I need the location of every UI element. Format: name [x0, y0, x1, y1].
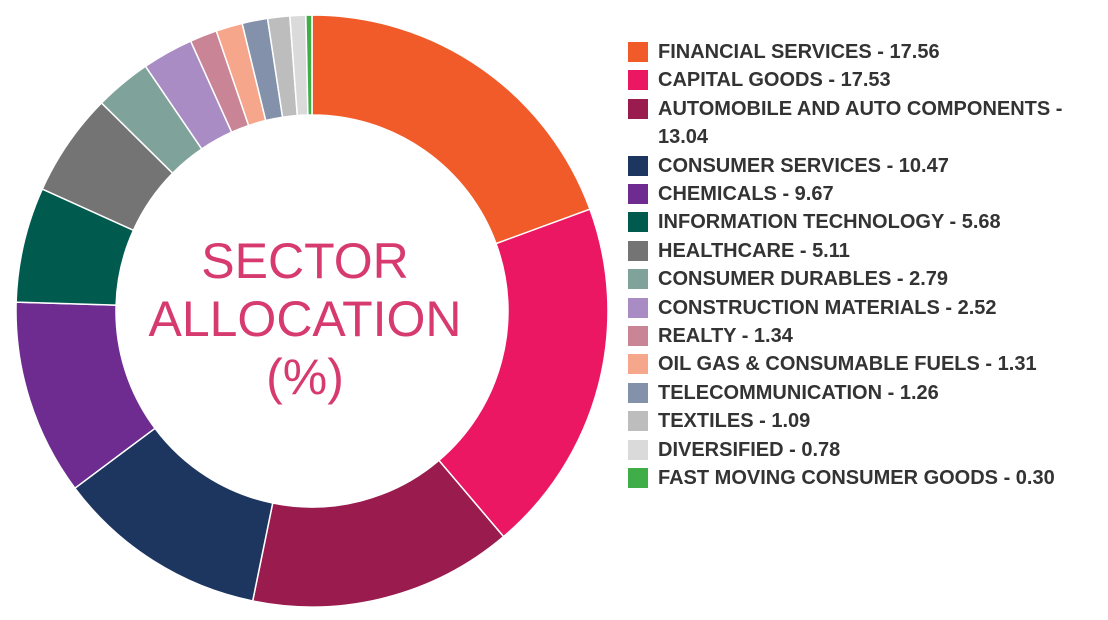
- slice-1: [311, 14, 591, 245]
- legend-swatch: [628, 70, 648, 91]
- legend-label: INFORMATION TECHNOLOGY - 5.68: [658, 211, 1001, 234]
- legend-item: TELECOMMUNICATION - 1.26: [628, 379, 1098, 407]
- legend-item: CONSTRUCTION MATERIALS - 2.52: [628, 294, 1098, 322]
- legend-swatch: [628, 326, 648, 347]
- slice-15: [305, 14, 313, 116]
- legend-item: FAST MOVING CONSUMER GOODS - 0.30: [628, 464, 1098, 492]
- legend-item: INFORMATION TECHNOLOGY - 5.68: [628, 208, 1098, 236]
- legend-item: CONSUMER SERVICES - 10.47: [628, 152, 1098, 180]
- legend-item: CAPITAL GOODS - 17.53: [628, 66, 1098, 94]
- legend-swatch: [628, 297, 648, 318]
- legend-swatch: [628, 42, 648, 62]
- legend-swatch: [628, 468, 648, 489]
- legend-label: CAPITAL GOODS - 17.53: [658, 69, 891, 92]
- chart-title-line-2: ALLOCATION: [148, 291, 462, 347]
- legend-item: CHEMICALS - 9.67: [628, 180, 1098, 208]
- legend-swatch: [628, 354, 648, 375]
- legend-label: CONSTRUCTION MATERIALS - 2.52: [658, 296, 997, 319]
- legend-label: HEALTHCARE - 5.11: [658, 239, 850, 262]
- legend-swatch: [628, 98, 648, 119]
- legend-label: AUTOMOBILE AND AUTO COMPONENTS - 13.04: [658, 97, 1063, 149]
- legend-item: HEALTHCARE - 5.11: [628, 237, 1098, 265]
- legend-label: CHEMICALS - 9.67: [658, 183, 834, 206]
- legend-item: OIL GAS & CONSUMABLE FUELS - 1.31: [628, 350, 1098, 378]
- legend-swatch: [628, 411, 648, 432]
- legend-label: CONSUMER SERVICES - 10.47: [658, 154, 949, 177]
- legend-item: TEXTILES - 1.09: [628, 407, 1098, 435]
- legend-label: CONSUMER DURABLES - 2.79: [658, 268, 949, 291]
- legend-label: FINANCIAL SERVICES - 17.56: [658, 41, 940, 63]
- legend-item: REALTY - 1.34: [628, 322, 1098, 350]
- legend-swatch: [628, 184, 648, 205]
- legend-swatch: [628, 382, 648, 403]
- chart-title: SECTOR ALLOCATION (%): [112, 232, 498, 406]
- legend-label: OIL GAS & CONSUMABLE FUELS - 1.31: [658, 353, 1037, 376]
- legend-item: DIVERSIFIED - 0.78: [628, 436, 1098, 464]
- legend-item: AUTOMOBILE AND AUTO COMPONENTS - 13.04: [628, 95, 1098, 152]
- legend-swatch: [628, 155, 648, 176]
- legend-swatch: [628, 240, 648, 261]
- legend-label: FAST MOVING CONSUMER GOODS - 0.30: [658, 467, 1055, 490]
- chart-legend: FINANCIAL SERVICES - 17.56 CAPITAL GOODS …: [628, 38, 1098, 493]
- chart-title-line-1: SECTOR: [201, 233, 409, 289]
- legend-swatch: [628, 269, 648, 290]
- chart-title-line-3: (%): [266, 349, 344, 405]
- slice-2: [437, 208, 609, 538]
- sector-donut-chart: [15, 14, 609, 608]
- legend-label: TEXTILES - 1.09: [658, 410, 811, 433]
- legend-item: FINANCIAL SERVICES - 17.56: [628, 38, 1098, 66]
- legend-swatch: [628, 439, 648, 460]
- legend-label: DIVERSIFIED - 0.78: [658, 438, 841, 461]
- legend-swatch: [628, 212, 648, 233]
- legend-item: CONSUMER DURABLES - 2.79: [628, 265, 1098, 293]
- legend-label: REALTY - 1.34: [658, 325, 793, 348]
- legend-label: TELECOMMUNICATION - 1.26: [658, 381, 939, 404]
